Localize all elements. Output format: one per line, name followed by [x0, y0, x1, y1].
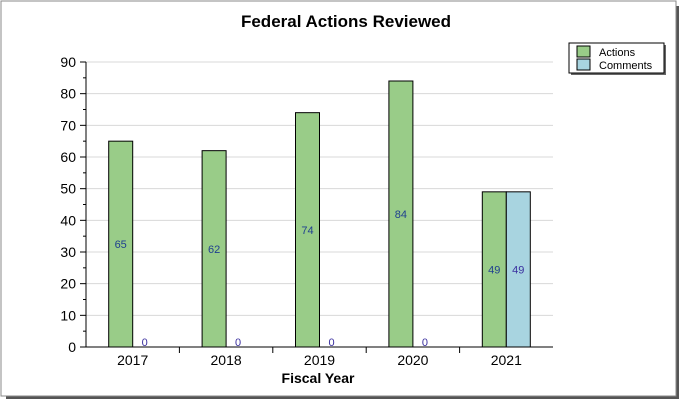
legend-label-comments: Comments: [599, 60, 653, 72]
chart-title: Federal Actions Reviewed: [241, 12, 451, 31]
data-label-actions: 65: [115, 239, 127, 251]
y-tick-label: 30: [60, 244, 76, 260]
data-label-comments: 49: [512, 264, 524, 276]
data-label-comments: 0: [328, 337, 334, 349]
data-label-actions: 49: [488, 264, 500, 276]
bar-actions: [295, 112, 320, 348]
bars: [108, 80, 531, 348]
bar-actions: [201, 150, 227, 348]
data-label-actions: 74: [301, 225, 313, 237]
frame-shadow-bottom: [6, 396, 678, 399]
legend-label-actions: Actions: [599, 47, 636, 59]
y-tick-label: 10: [60, 307, 76, 323]
bar-actions: [388, 80, 414, 348]
x-tick-label: 2021: [491, 352, 522, 368]
data-label-comments: 0: [422, 337, 428, 349]
y-tick-label: 20: [60, 276, 76, 292]
x-axis-title: Fiscal Year: [282, 370, 355, 386]
y-tick-label: 80: [60, 86, 76, 102]
data-label-actions: 84: [395, 209, 407, 221]
x-tick-label: 2018: [211, 352, 242, 368]
y-tick-label: 50: [60, 181, 76, 197]
x-tick-label: 2020: [397, 352, 428, 368]
data-label-comments: 0: [142, 337, 148, 349]
x-tick-label: 2017: [117, 352, 148, 368]
y-tick-label: 90: [60, 54, 76, 70]
y-tick-label: 0: [68, 339, 76, 355]
y-tick-label: 70: [60, 117, 76, 133]
axes: 0 10 20 30 40 50 60 70 80 90 2017 2018 2019 2020 2021: [60, 54, 553, 368]
y-tick-label: 40: [60, 212, 76, 228]
legend-swatch-actions: [576, 45, 591, 58]
frame-shadow-right: [676, 6, 679, 399]
data-labels: 65 0 62 0 74 0 84 0 49 49: [115, 209, 525, 349]
data-label-actions: 62: [208, 244, 220, 256]
data-label-comments: 0: [235, 337, 241, 349]
x-tick-label: 2019: [304, 352, 335, 368]
bar-comments: [505, 191, 531, 348]
legend-swatch-comments: [576, 58, 591, 71]
y-tick-label: 60: [60, 149, 76, 165]
